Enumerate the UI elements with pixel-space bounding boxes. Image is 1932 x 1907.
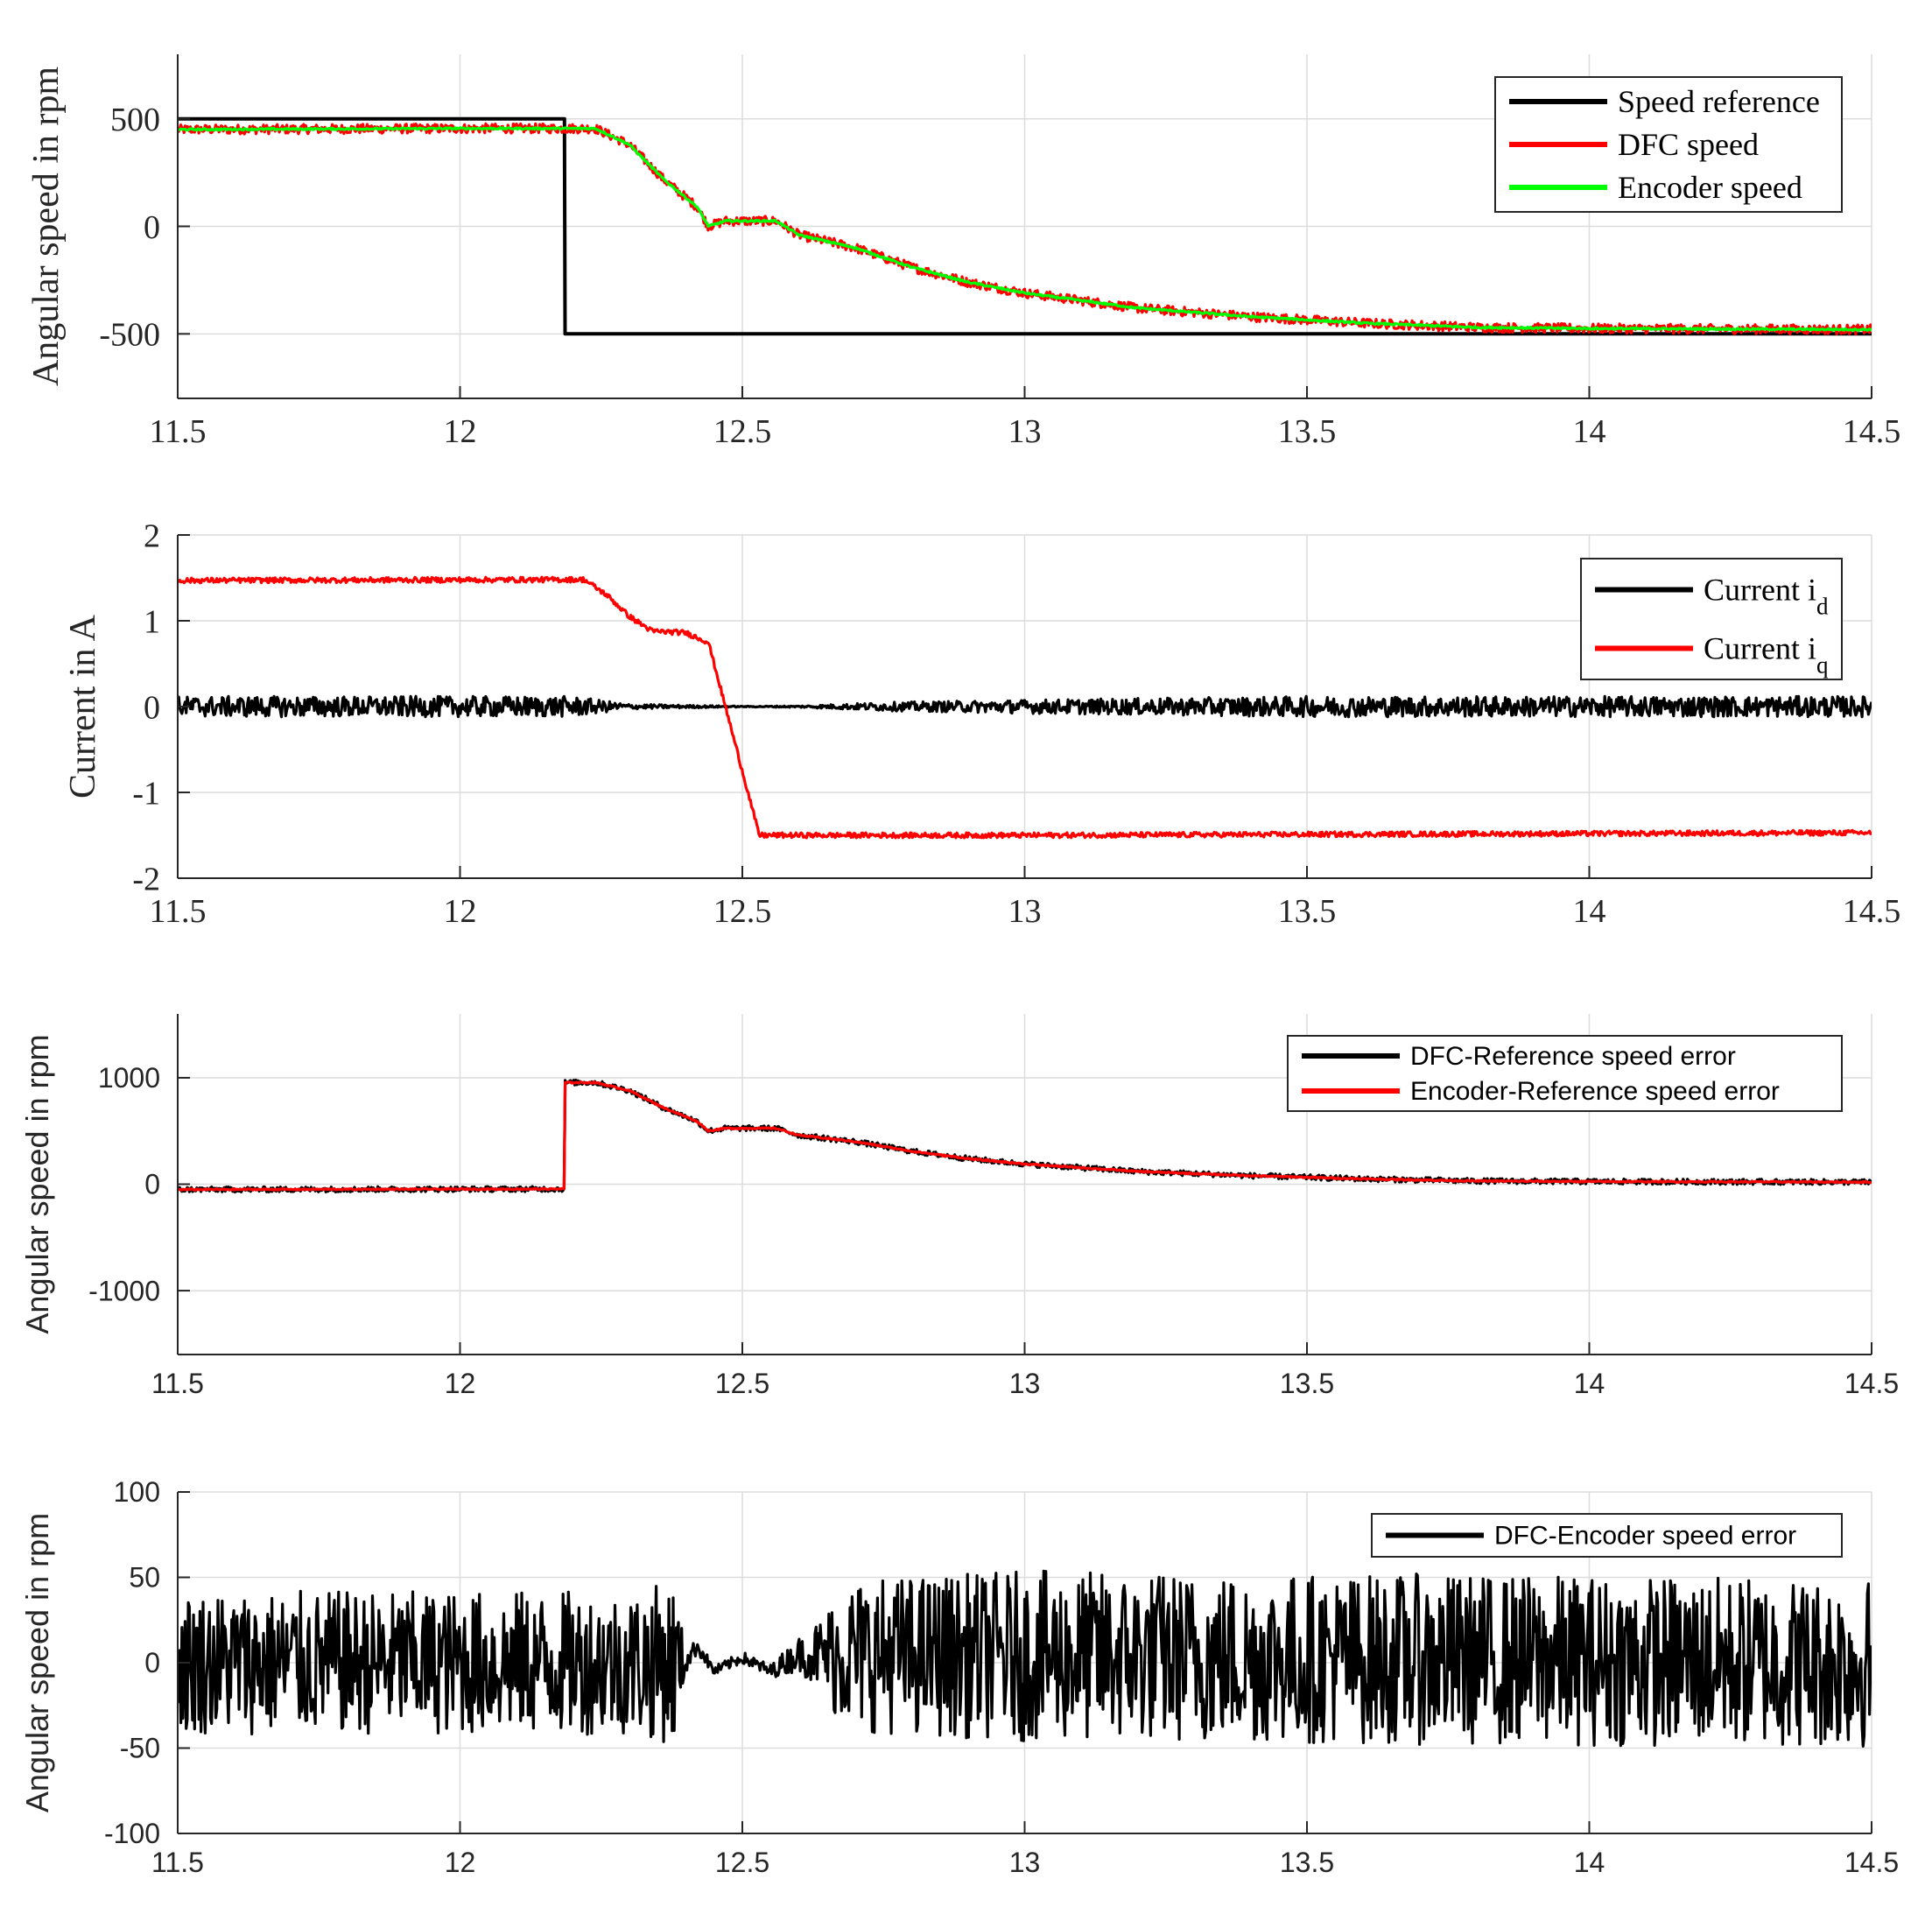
y-tick-label: -500 — [99, 317, 160, 354]
legend-label-2: Encoder-Reference speed error — [1410, 1077, 1780, 1106]
x-tick-label: 13 — [1008, 893, 1042, 930]
x-tick-label: 14.5 — [1844, 1368, 1899, 1399]
series-line-3 — [178, 126, 1872, 332]
legend-label-3: Encoder speed — [1618, 170, 1802, 205]
x-tick-label: 13.5 — [1280, 1368, 1334, 1399]
plot-area — [178, 116, 1872, 336]
y-tick-label: 2 — [144, 517, 160, 554]
x-tick-label: 12 — [445, 1368, 476, 1399]
y-tick-label: 500 — [110, 102, 160, 138]
x-tick-label: 14.5 — [1843, 413, 1901, 450]
x-tick-label: 12 — [444, 413, 477, 450]
x-tick-label: 14 — [1573, 893, 1606, 930]
x-tick-label: 14 — [1574, 1368, 1605, 1399]
y-tick-label: 0 — [144, 1169, 160, 1200]
plot-area — [178, 1078, 1872, 1193]
x-tick-label: 12.5 — [713, 893, 772, 930]
series-line-2 — [178, 1080, 1872, 1192]
y-tick-label: 1 — [144, 603, 160, 640]
y-tick-label: -50 — [120, 1733, 160, 1764]
x-tick-label: 14.5 — [1843, 893, 1901, 930]
legend-box — [1580, 558, 1843, 680]
x-tick-label: 12.5 — [715, 1847, 769, 1878]
y-tick-label: -1 — [132, 775, 160, 812]
x-tick-label: 11.5 — [151, 1368, 204, 1399]
legend-label-1: DFC-Reference speed error — [1410, 1042, 1736, 1071]
y-tick-label: 0 — [144, 1647, 160, 1678]
x-tick-label: 11.5 — [149, 413, 206, 450]
legend-label-1: DFC-Encoder speed error — [1494, 1521, 1796, 1550]
legend: DFC-Encoder speed error — [1371, 1513, 1843, 1558]
panel-1: 11.5 12 12.5 13 13.5 14 14.5 -500 0 500 Angular sp… — [26, 54, 1900, 450]
series-line-1 — [178, 1569, 1872, 1748]
y-tick-label: 0 — [144, 689, 160, 726]
x-tick-label: 13.5 — [1280, 1847, 1334, 1878]
x-tick-label: 13 — [1009, 1368, 1041, 1399]
plot-area — [178, 575, 1872, 840]
legend-box — [1287, 1035, 1843, 1112]
y-axis-label: Angular speed in rpm — [19, 1034, 55, 1333]
y-axis-label: Angular speed in rpm — [26, 67, 67, 386]
legend: DFC-Reference speed error Encoder-Referen… — [1287, 1035, 1843, 1112]
x-tick-label: 13.5 — [1278, 413, 1337, 450]
x-tick-label: 13 — [1009, 1847, 1041, 1878]
x-tick-label: 14 — [1574, 1847, 1605, 1878]
legend-label-1: Speed reference — [1618, 84, 1820, 119]
y-axis-label: Current in A — [63, 614, 103, 799]
y-tick-label: 1000 — [98, 1062, 160, 1094]
panel-4: 11.5 12 12.5 13 13.5 14 14.5 -100 -50 0 50 100 Angul… — [19, 1476, 1899, 1878]
series-line-2 — [178, 575, 1872, 840]
y-axis-label: Angular speed in rpm — [19, 1513, 55, 1812]
y-tick-label: -2 — [132, 861, 160, 897]
legend-label-2: DFC speed — [1618, 127, 1759, 162]
y-tick-label: -100 — [104, 1818, 160, 1849]
y-tick-label: 0 — [144, 209, 160, 246]
x-tick-label: 12 — [444, 893, 477, 930]
legend: Speed reference DFC speed Encoder speed — [1494, 76, 1843, 213]
x-tick-label: 11.5 — [151, 1847, 204, 1878]
x-tick-label: 12.5 — [713, 413, 772, 450]
series-line-1 — [178, 694, 1872, 719]
plot-area — [178, 1569, 1872, 1748]
x-tick-label: 11.5 — [149, 893, 206, 930]
y-tick-label: -1000 — [88, 1275, 160, 1306]
y-tick-label: 100 — [114, 1476, 160, 1508]
y-tick-label: 50 — [129, 1562, 160, 1594]
x-tick-label: 14.5 — [1844, 1847, 1899, 1878]
x-tick-label: 12.5 — [715, 1368, 769, 1399]
x-tick-label: 13 — [1008, 413, 1042, 450]
panel-3: 11.5 12 12.5 13 13.5 14 14.5 -1000 0 1000 Angular … — [19, 1014, 1899, 1399]
x-tick-label: 12 — [445, 1847, 476, 1878]
x-tick-label: 14 — [1573, 413, 1606, 450]
x-tick-label: 13.5 — [1278, 893, 1337, 930]
series-line-1 — [178, 116, 1872, 336]
